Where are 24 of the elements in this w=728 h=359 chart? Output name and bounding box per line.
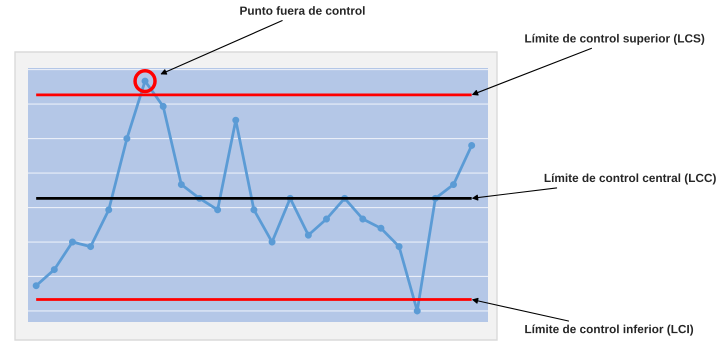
point xyxy=(87,243,94,250)
point xyxy=(414,307,421,314)
text: Punto fuera de control xyxy=(240,6,365,15)
point xyxy=(268,238,276,246)
point xyxy=(105,206,112,214)
point xyxy=(123,135,130,142)
point xyxy=(304,232,312,239)
ref-line-label: Límite de control superior (LCS) xyxy=(525,34,704,45)
point xyxy=(50,266,58,274)
point xyxy=(68,238,76,246)
point xyxy=(359,216,366,222)
point xyxy=(232,116,240,124)
point xyxy=(450,181,457,188)
point xyxy=(214,206,222,214)
point xyxy=(396,243,403,250)
point xyxy=(32,282,40,290)
point xyxy=(377,224,384,232)
point xyxy=(250,206,258,214)
ref-line-label: Límite de control inferior (LCI) xyxy=(525,324,694,336)
point xyxy=(160,102,167,110)
point xyxy=(323,216,330,222)
point xyxy=(178,181,185,188)
point xyxy=(468,142,476,149)
ref-line-label: Límite de control central (LCC) xyxy=(544,173,716,184)
